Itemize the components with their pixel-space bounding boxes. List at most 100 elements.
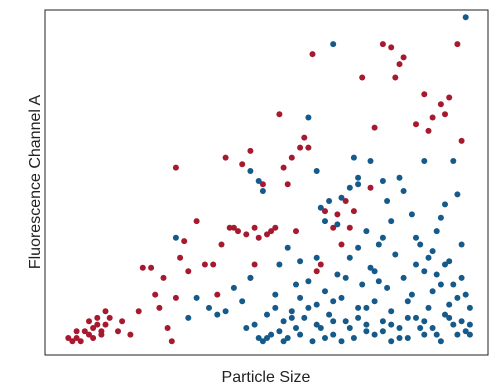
scatter-point-1-59 bbox=[363, 228, 370, 235]
scatter-point-0-4 bbox=[73, 328, 80, 335]
scatter-point-1-88 bbox=[437, 214, 444, 221]
scatter-point-1-114 bbox=[313, 321, 320, 328]
scatter-point-1-53 bbox=[458, 241, 465, 248]
scatter-point-1-33 bbox=[375, 241, 382, 248]
scatter-point-0-69 bbox=[342, 198, 349, 204]
scatter-point-1-48 bbox=[437, 281, 444, 288]
scatter-point-1-97 bbox=[462, 14, 469, 21]
scatter-point-0-81 bbox=[429, 114, 436, 121]
x-axis-title: Particle Size bbox=[222, 369, 311, 386]
scatter-point-0-53 bbox=[276, 111, 283, 118]
scatter-point-1-27 bbox=[350, 335, 357, 341]
scatter-point-0-87 bbox=[458, 137, 465, 144]
scatter-point-1-18 bbox=[313, 301, 320, 308]
scatter-point-1-135 bbox=[334, 221, 341, 228]
scatter-point-1-90 bbox=[305, 114, 312, 121]
scatter-point-1-141 bbox=[433, 271, 440, 278]
scatter-point-1-2 bbox=[259, 188, 266, 194]
scatter-point-1-138 bbox=[384, 198, 391, 204]
scatter-point-0-60 bbox=[305, 144, 312, 151]
scatter-point-0-37 bbox=[218, 241, 225, 248]
scatter-point-1-109 bbox=[272, 291, 279, 298]
scatter-point-0-51 bbox=[268, 228, 275, 235]
scatter-point-0-58 bbox=[297, 144, 304, 151]
scatter-point-0-38 bbox=[226, 224, 233, 231]
scatter-point-1-14 bbox=[297, 294, 304, 301]
scatter-point-0-3 bbox=[77, 338, 84, 345]
scatter-point-0-47 bbox=[251, 224, 258, 231]
scatter-point-0-80 bbox=[421, 91, 428, 98]
scatter-point-1-71 bbox=[363, 328, 370, 335]
scatter-point-0-25 bbox=[156, 304, 163, 311]
scatter-point-1-50 bbox=[446, 258, 453, 265]
scatter-point-1-23 bbox=[334, 271, 341, 278]
scatter-point-1-130 bbox=[446, 314, 453, 321]
scatter-point-1-19 bbox=[317, 325, 324, 331]
scatter-point-1-118 bbox=[346, 325, 353, 331]
scatter-point-0-0 bbox=[65, 335, 72, 341]
scatter-point-1-5 bbox=[259, 338, 266, 345]
scatter-point-0-85 bbox=[446, 94, 453, 101]
scatter-point-1-66 bbox=[293, 281, 299, 288]
scatter-point-1-43 bbox=[417, 325, 424, 331]
scatter-point-1-31 bbox=[367, 264, 374, 271]
scatter-point-1-56 bbox=[313, 168, 320, 174]
scatter-point-1-52 bbox=[454, 294, 461, 301]
scatter-point-1-140 bbox=[425, 254, 432, 261]
scatter-point-0-43 bbox=[247, 147, 254, 154]
scatter-point-1-110 bbox=[280, 338, 287, 345]
scatter-point-0-72 bbox=[367, 184, 374, 191]
scatter-point-1-29 bbox=[359, 281, 366, 288]
plot-frame bbox=[44, 9, 489, 356]
scatter-point-1-9 bbox=[276, 328, 283, 335]
scatter-point-1-77 bbox=[446, 301, 453, 308]
scatter-point-1-144 bbox=[462, 291, 469, 298]
scatter-point-1-65 bbox=[466, 331, 473, 338]
scatter-point-1-93 bbox=[379, 178, 386, 184]
scatter-point-0-50 bbox=[264, 231, 270, 238]
scatter-point-0-57 bbox=[293, 228, 299, 235]
scatter-point-1-26 bbox=[346, 254, 353, 261]
scatter-point-1-96 bbox=[450, 158, 457, 164]
scatter-point-0-67 bbox=[334, 211, 341, 218]
scatter-point-0-61 bbox=[309, 51, 316, 58]
scatter-point-0-54 bbox=[280, 164, 287, 171]
scatter-point-1-120 bbox=[363, 304, 370, 311]
scatter-point-1-20 bbox=[322, 288, 328, 295]
scatter-point-1-38 bbox=[396, 335, 403, 341]
scatter-point-1-72 bbox=[375, 278, 382, 285]
scatter-point-1-8 bbox=[272, 304, 279, 311]
scatter-point-0-63 bbox=[317, 261, 324, 268]
scatter-point-1-111 bbox=[288, 314, 295, 321]
scatter-point-1-15 bbox=[301, 314, 308, 321]
scatter-point-1-84 bbox=[355, 181, 362, 188]
scatter-point-1-63 bbox=[433, 228, 440, 235]
scatter-point-1-102 bbox=[214, 311, 221, 318]
scatter-point-1-54 bbox=[462, 328, 469, 335]
scatter-point-0-76 bbox=[396, 61, 403, 68]
scatter-point-0-68 bbox=[346, 224, 353, 231]
scatter-point-0-14 bbox=[106, 314, 113, 321]
scatter-point-1-70 bbox=[355, 244, 362, 251]
scatter-point-1-28 bbox=[355, 304, 362, 311]
scatter-point-1-41 bbox=[408, 291, 415, 298]
scatter-point-1-100 bbox=[193, 294, 200, 301]
scatter-point-1-85 bbox=[371, 268, 378, 275]
scatter-point-1-13 bbox=[293, 325, 299, 331]
scatter-point-1-73 bbox=[388, 321, 395, 328]
scatter-point-1-44 bbox=[421, 268, 428, 275]
scatter-point-1-139 bbox=[417, 241, 424, 248]
scatter-point-0-19 bbox=[127, 331, 134, 338]
scatter-point-1-79 bbox=[276, 261, 283, 268]
scatter-point-0-52 bbox=[272, 224, 279, 231]
scatter-point-0-84 bbox=[442, 111, 448, 118]
scatter-point-1-112 bbox=[297, 331, 304, 338]
scatter-point-1-106 bbox=[243, 325, 250, 331]
scatter-point-1-25 bbox=[342, 318, 349, 325]
scatter-point-1-68 bbox=[330, 298, 337, 305]
scatter-point-0-39 bbox=[222, 154, 229, 161]
scatter-point-0-17 bbox=[115, 328, 121, 335]
scatter-point-1-16 bbox=[305, 278, 312, 285]
scatter-point-1-132 bbox=[458, 318, 465, 325]
scatter-point-1-69 bbox=[342, 274, 349, 281]
